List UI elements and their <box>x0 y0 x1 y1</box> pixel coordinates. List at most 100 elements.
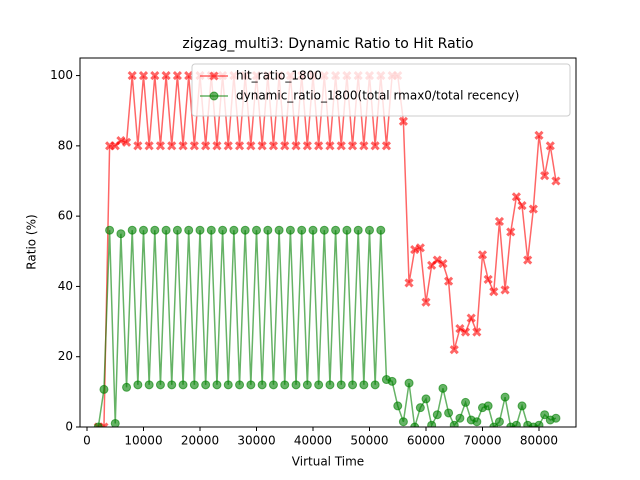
data-point <box>240 225 250 235</box>
data-point <box>551 176 561 186</box>
x-tick-label: 40000 <box>294 434 332 448</box>
data-point <box>116 229 126 239</box>
data-point <box>201 141 211 151</box>
data-point <box>336 141 346 151</box>
data-point <box>212 380 222 390</box>
data-point <box>370 141 380 151</box>
data-point <box>206 225 216 235</box>
data-point <box>325 380 335 390</box>
data-point <box>364 225 374 235</box>
data-point <box>331 225 341 235</box>
legend-box <box>191 63 571 117</box>
data-point <box>246 380 256 390</box>
data-point <box>99 384 109 394</box>
data-point <box>410 422 420 427</box>
data-point <box>444 276 454 286</box>
y-tick-label: 100 <box>50 68 73 82</box>
data-point <box>398 417 408 427</box>
data-point <box>144 141 154 151</box>
data-point <box>138 71 149 81</box>
data-point <box>404 278 414 288</box>
data-point <box>489 287 499 297</box>
y-tick-label: 80 <box>58 138 73 152</box>
data-point <box>212 141 222 151</box>
data-point <box>523 255 533 265</box>
data-point <box>189 380 199 390</box>
data-point <box>359 141 369 151</box>
chart-title: zigzag_multi3: Dynamic Ratio to Hit Rati… <box>182 36 473 52</box>
data-point <box>534 420 544 427</box>
x-tick-label: 20000 <box>181 434 219 448</box>
data-point <box>319 225 329 235</box>
data-point <box>268 380 278 390</box>
data-point <box>133 141 143 151</box>
data-point <box>280 141 290 151</box>
data-point <box>370 380 380 390</box>
plot-frame <box>79 57 577 428</box>
data-point <box>297 225 307 235</box>
data-point <box>353 225 363 235</box>
data-point <box>246 141 256 151</box>
data-point <box>133 380 143 390</box>
data-point <box>528 204 538 214</box>
data-point <box>189 141 199 151</box>
y-tick-label: 40 <box>58 279 73 293</box>
data-point <box>348 380 358 390</box>
data-point <box>381 141 392 151</box>
data-point <box>116 136 126 146</box>
data-point <box>308 225 318 235</box>
data-point <box>139 225 149 235</box>
legend-marker <box>209 91 219 101</box>
data-point <box>150 71 160 81</box>
data-point <box>461 397 471 407</box>
data-point <box>483 274 493 284</box>
x-tick-label: 10000 <box>124 434 162 448</box>
x-tick-label: 0 <box>83 434 91 448</box>
legend-label: dynamic_ratio_1800(total rmax0/total rec… <box>236 89 519 103</box>
data-point <box>291 141 301 151</box>
data-point <box>336 380 346 390</box>
data-point <box>93 422 103 427</box>
data-point <box>387 376 397 386</box>
data-point <box>460 327 471 337</box>
x-tick-label: 60000 <box>407 434 445 448</box>
data-point <box>398 116 408 126</box>
data-point <box>127 71 137 81</box>
data-point <box>268 141 279 151</box>
data-point <box>415 243 425 253</box>
data-point <box>195 225 205 235</box>
data-point <box>455 413 465 423</box>
data-point <box>427 420 437 427</box>
data-point <box>172 225 182 235</box>
data-point <box>494 417 504 427</box>
data-point <box>184 71 194 81</box>
data-point <box>466 313 476 323</box>
data-point <box>223 141 233 151</box>
data-point <box>359 380 369 390</box>
data-point <box>235 380 245 390</box>
data-point <box>144 380 154 390</box>
data-point <box>280 380 290 390</box>
data-point <box>314 141 324 151</box>
data-point <box>263 225 273 235</box>
data-point <box>178 380 188 390</box>
data-point <box>234 141 245 151</box>
data-point <box>127 225 137 235</box>
y-tick-label: 20 <box>58 349 73 363</box>
legend-label: hit_ratio_1800 <box>236 69 322 83</box>
data-point <box>421 394 431 404</box>
data-point <box>223 380 233 390</box>
series-line <box>97 230 557 427</box>
data-point <box>438 259 448 269</box>
y-axis-label: Ratio (%) <box>25 214 39 269</box>
data-point <box>545 141 555 151</box>
data-point <box>347 141 358 151</box>
data-point <box>494 216 505 226</box>
data-point <box>314 380 324 390</box>
data-point <box>393 401 403 411</box>
data-point <box>444 408 454 418</box>
data-point <box>285 225 295 235</box>
data-point <box>477 250 488 260</box>
data-point <box>252 225 262 235</box>
